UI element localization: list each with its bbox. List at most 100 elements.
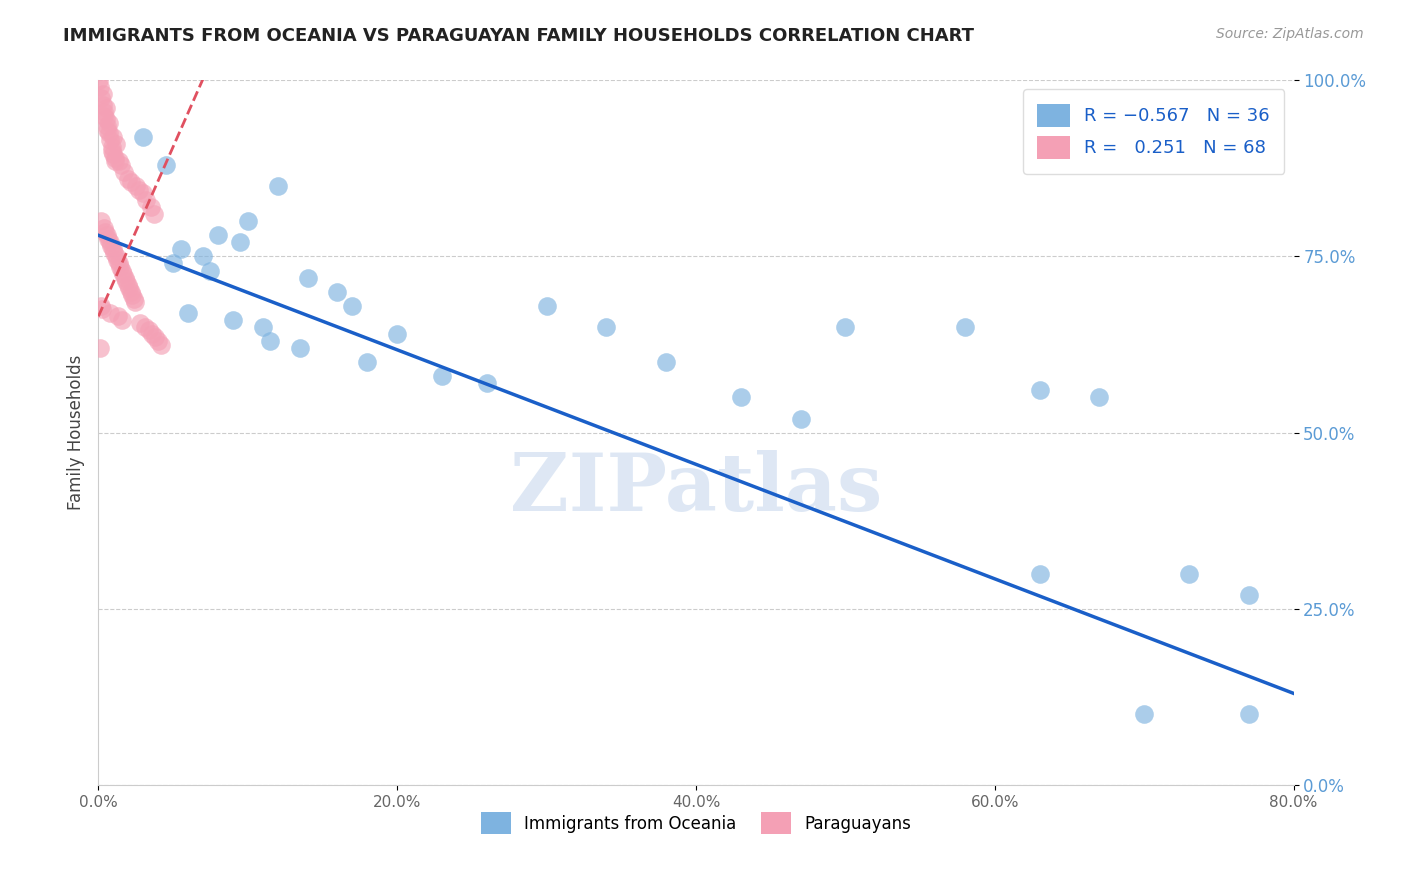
Point: [110, 263, 132, 277]
Point: [148, 334, 170, 348]
Point: [98, 235, 121, 250]
Point: [97, 232, 120, 246]
Point: [142, 207, 165, 221]
Point: [103, 154, 125, 169]
Point: [1028, 384, 1050, 398]
Point: [121, 288, 143, 302]
Point: [107, 310, 129, 324]
Point: [162, 256, 184, 270]
Point: [96, 119, 118, 133]
Point: [120, 176, 142, 190]
Point: [267, 178, 290, 194]
Point: [134, 319, 156, 334]
Point: [385, 326, 409, 341]
Point: [129, 317, 152, 331]
Point: [191, 249, 214, 264]
Point: [103, 246, 125, 260]
Point: [112, 165, 135, 179]
Y-axis label: Family Households: Family Households: [66, 355, 84, 510]
Point: [138, 323, 160, 337]
Legend: Immigrants from Oceania, Paraguayans: Immigrants from Oceania, Paraguayans: [467, 799, 925, 847]
Point: [100, 239, 122, 253]
Point: [288, 341, 311, 355]
Point: [120, 285, 142, 299]
Text: ZIPatlas: ZIPatlas: [510, 450, 882, 528]
Point: [139, 200, 162, 214]
Point: [93, 105, 115, 120]
Point: [111, 313, 134, 327]
Point: [89, 80, 111, 95]
Point: [117, 172, 139, 186]
Point: [1178, 566, 1201, 581]
Point: [730, 391, 752, 405]
Point: [114, 270, 136, 285]
Point: [90, 299, 112, 313]
Point: [125, 178, 148, 194]
Point: [98, 306, 122, 320]
Point: [107, 256, 129, 270]
Point: [200, 263, 222, 277]
Point: [117, 277, 139, 292]
Point: [93, 108, 115, 122]
Point: [177, 306, 200, 320]
Point: [90, 91, 112, 105]
Point: [89, 341, 111, 355]
Point: [94, 112, 117, 126]
Point: [118, 281, 141, 295]
Text: IMMIGRANTS FROM OCEANIA VS PARAGUAYAN FAMILY HOUSEHOLDS CORRELATION CHART: IMMIGRANTS FROM OCEANIA VS PARAGUAYAN FA…: [63, 27, 974, 45]
Point: [104, 249, 127, 264]
Point: [953, 319, 976, 334]
Point: [834, 319, 856, 334]
Point: [91, 87, 114, 102]
Point: [112, 267, 135, 281]
Point: [91, 302, 114, 317]
Point: [1133, 707, 1156, 722]
Point: [222, 313, 245, 327]
Point: [98, 133, 121, 147]
Point: [115, 274, 138, 288]
Point: [93, 221, 115, 235]
Point: [475, 376, 498, 391]
Point: [105, 136, 128, 151]
Point: [96, 122, 118, 136]
Point: [97, 115, 120, 129]
Point: [141, 326, 163, 341]
Point: [430, 369, 453, 384]
Point: [326, 285, 349, 299]
Point: [789, 411, 811, 425]
Point: [101, 147, 124, 161]
Point: [297, 270, 319, 285]
Point: [342, 299, 364, 313]
Point: [1237, 588, 1260, 602]
Point: [1028, 566, 1050, 581]
Point: [155, 158, 177, 172]
Point: [124, 295, 146, 310]
Point: [103, 129, 125, 144]
Point: [108, 154, 131, 169]
Point: [1088, 391, 1111, 405]
Point: [128, 182, 150, 196]
Point: [259, 334, 281, 348]
Point: [229, 235, 252, 250]
Point: [169, 243, 191, 257]
Point: [135, 193, 157, 207]
Point: [207, 228, 229, 243]
Point: [132, 186, 155, 200]
Point: [104, 151, 127, 165]
Point: [90, 214, 112, 228]
Point: [94, 102, 117, 116]
Point: [108, 260, 131, 274]
Point: [236, 214, 259, 228]
Point: [100, 140, 122, 154]
Point: [150, 337, 173, 351]
Point: [97, 126, 120, 140]
Point: [105, 252, 128, 267]
Point: [536, 299, 558, 313]
Point: [252, 319, 274, 334]
Point: [595, 319, 617, 334]
Point: [101, 144, 124, 158]
Point: [110, 158, 132, 172]
Point: [655, 355, 678, 369]
Point: [143, 330, 166, 344]
Point: [132, 129, 155, 144]
